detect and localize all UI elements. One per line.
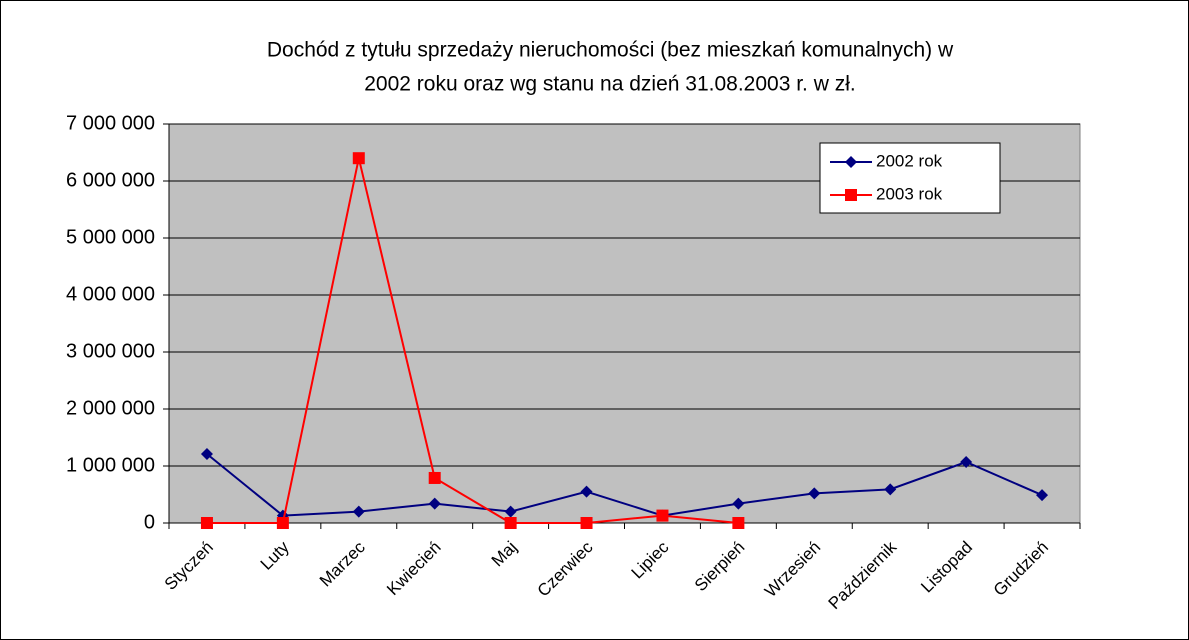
legend: [819, 142, 1001, 214]
marker: [580, 485, 593, 498]
marker: [808, 487, 821, 500]
chart-title: Dochód z tytułu sprzedaży nieruchomości …: [267, 39, 954, 62]
marker: [428, 497, 441, 510]
marker: [352, 152, 365, 165]
marker: [504, 505, 517, 518]
marker: [732, 497, 745, 510]
series-line: [206, 157, 739, 524]
series-line: [206, 453, 1043, 517]
marker: [276, 517, 289, 529]
y-tick-label: 1 000 000: [66, 454, 155, 476]
legend-marker: [845, 156, 857, 168]
marker: [352, 505, 365, 518]
y-tick-label: 6 000 000: [66, 169, 155, 191]
marker: [428, 471, 441, 484]
marker: [960, 456, 973, 469]
marker: [200, 517, 213, 529]
y-tick-label: 2 000 000: [66, 397, 155, 419]
y-tick-label: 7 000 000: [66, 112, 155, 134]
marker: [200, 448, 213, 461]
marker: [656, 509, 669, 522]
legend-label: 2002 rok: [876, 151, 943, 170]
y-tick-label: 0: [144, 511, 155, 533]
legend-label: 2003 rok: [876, 184, 943, 203]
y-tick-label: 3 000 000: [66, 340, 155, 362]
y-tick-label: 5 000 000: [66, 226, 155, 248]
y-tick-label: 4 000 000: [66, 283, 155, 305]
legend-marker: [845, 189, 857, 201]
marker: [1036, 489, 1049, 502]
chart-title: 2002 roku oraz wg stanu na dzień 31.08.2…: [364, 73, 855, 96]
marker: [580, 517, 593, 529]
marker: [884, 483, 897, 496]
marker: [732, 517, 745, 529]
marker: [504, 517, 517, 529]
